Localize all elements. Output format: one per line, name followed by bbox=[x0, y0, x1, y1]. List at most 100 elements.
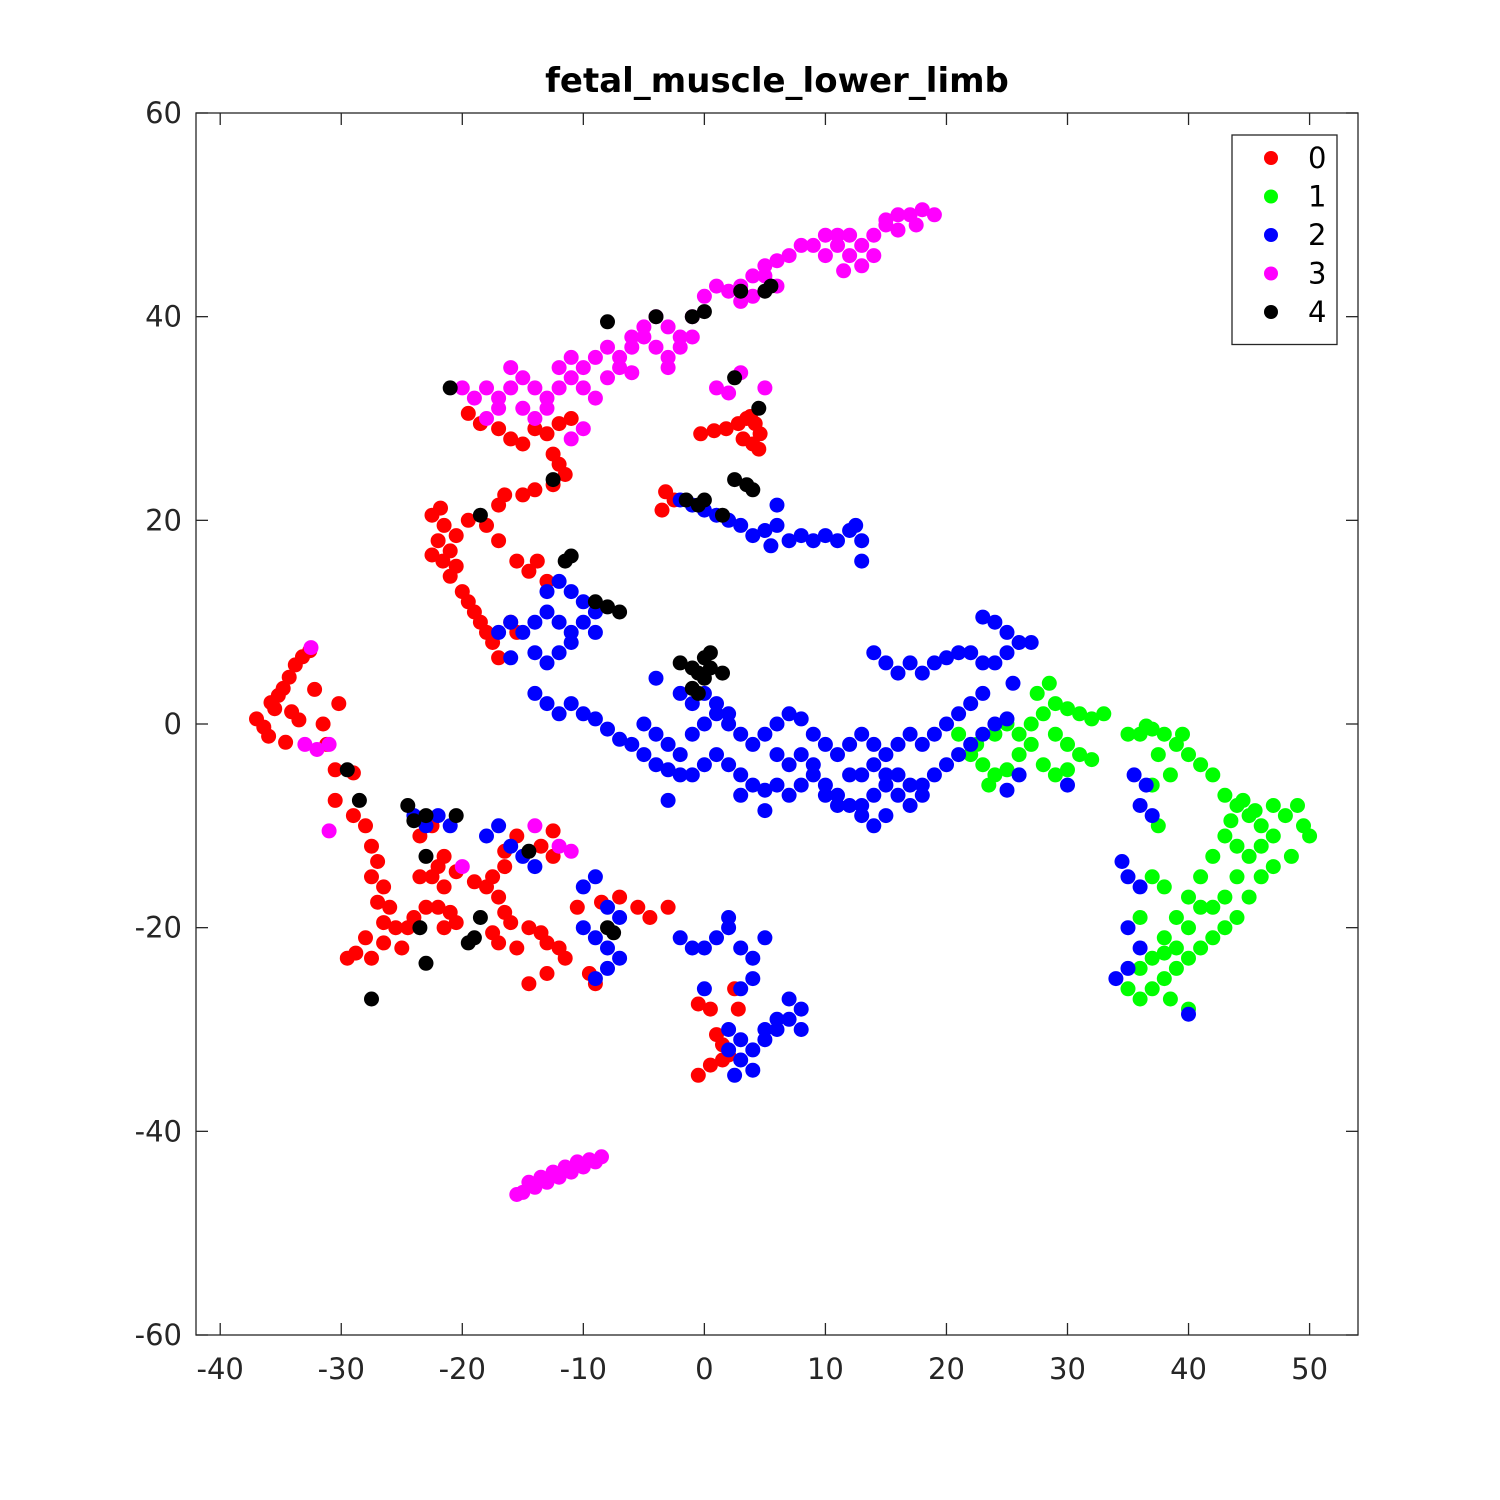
point-series-0-64 bbox=[539, 966, 555, 981]
point-series-2-144 bbox=[830, 533, 845, 549]
point-series-1-38 bbox=[1175, 726, 1190, 742]
point-series-0-127 bbox=[557, 467, 573, 482]
point-series-4-23 bbox=[612, 604, 628, 620]
point-series-0-83 bbox=[702, 1001, 718, 1017]
legend-label-3: 3 bbox=[1308, 257, 1326, 291]
point-series-0-122 bbox=[515, 436, 531, 452]
point-series-1-67 bbox=[1168, 910, 1184, 925]
point-series-2-52 bbox=[926, 767, 942, 783]
point-series-1-59 bbox=[1168, 960, 1184, 976]
point-series-0-107 bbox=[491, 650, 507, 666]
point-series-1-7 bbox=[981, 777, 997, 793]
legend-marker-1 bbox=[1264, 189, 1278, 204]
point-series-0-124 bbox=[539, 426, 555, 442]
point-series-1-61 bbox=[1144, 981, 1160, 997]
point-series-0-139 bbox=[706, 423, 722, 439]
point-series-3-83 bbox=[454, 859, 470, 875]
point-series-2-184 bbox=[745, 1042, 761, 1058]
point-series-3-22 bbox=[527, 411, 543, 426]
point-series-3-65 bbox=[854, 258, 870, 274]
point-series-2-36 bbox=[733, 767, 749, 783]
point-series-0-58 bbox=[509, 940, 525, 956]
point-series-4-2 bbox=[648, 309, 664, 325]
legend-marker-3 bbox=[1264, 266, 1278, 281]
point-series-2-67 bbox=[733, 726, 749, 742]
x-tick-label-3: -10 bbox=[560, 1352, 607, 1386]
point-series-0-31 bbox=[376, 935, 392, 951]
point-series-2-79 bbox=[878, 747, 894, 763]
point-series-2-63 bbox=[684, 726, 700, 742]
point-series-2-58 bbox=[999, 711, 1015, 727]
point-series-2-85 bbox=[951, 706, 967, 722]
point-series-2-149 bbox=[769, 497, 785, 513]
point-series-2-208 bbox=[1181, 1006, 1196, 1022]
point-series-2-162 bbox=[600, 940, 615, 956]
point-series-4-35 bbox=[351, 792, 367, 808]
legend-marker-0 bbox=[1264, 151, 1278, 165]
point-series-4-44 bbox=[412, 920, 428, 936]
point-series-1-0 bbox=[951, 726, 967, 742]
point-series-2-155 bbox=[479, 828, 494, 844]
point-series-0-12 bbox=[263, 695, 279, 711]
point-series-2-21 bbox=[551, 706, 567, 722]
point-series-2-176 bbox=[745, 950, 761, 966]
point-series-1-51 bbox=[1265, 859, 1281, 875]
point-series-1-76 bbox=[1229, 869, 1245, 885]
point-series-0-74 bbox=[569, 899, 585, 915]
point-series-2-182 bbox=[721, 1022, 737, 1037]
x-tick-label-4: 0 bbox=[695, 1352, 713, 1386]
point-series-2-31 bbox=[672, 767, 688, 783]
point-series-0-134 bbox=[551, 416, 567, 432]
point-series-3-23 bbox=[539, 400, 555, 416]
point-series-0-118 bbox=[460, 405, 476, 421]
point-series-4-14 bbox=[696, 492, 712, 508]
point-series-1-57 bbox=[1193, 940, 1209, 956]
point-series-1-80 bbox=[1181, 920, 1196, 936]
point-series-0-13 bbox=[284, 704, 300, 720]
point-series-0-140 bbox=[718, 421, 734, 437]
point-series-2-9 bbox=[539, 584, 555, 600]
point-series-1-49 bbox=[1296, 818, 1311, 834]
point-series-2-60 bbox=[648, 726, 664, 742]
point-series-4-32 bbox=[690, 685, 706, 701]
point-series-2-143 bbox=[817, 528, 833, 544]
point-series-2-24 bbox=[587, 711, 603, 727]
point-series-1-83 bbox=[1132, 910, 1148, 925]
point-series-4-21 bbox=[587, 594, 603, 610]
point-series-2-115 bbox=[890, 665, 906, 681]
point-series-2-114 bbox=[878, 655, 894, 671]
point-series-4-18 bbox=[745, 482, 761, 498]
point-series-2-188 bbox=[793, 1001, 809, 1017]
point-series-3-20 bbox=[503, 360, 519, 376]
x-tick-label-7: 30 bbox=[1049, 1352, 1086, 1386]
point-series-0-11 bbox=[278, 734, 294, 750]
point-series-3-68 bbox=[878, 212, 894, 228]
point-series-1-71 bbox=[1217, 828, 1233, 844]
point-series-4-22 bbox=[600, 599, 615, 615]
point-series-1-74 bbox=[1253, 838, 1269, 854]
point-series-2-156 bbox=[491, 818, 507, 834]
point-series-3-31 bbox=[636, 319, 652, 335]
point-series-2-157 bbox=[503, 838, 519, 854]
point-series-1-9 bbox=[1023, 716, 1039, 732]
point-series-3-50 bbox=[793, 237, 809, 253]
point-series-2-193 bbox=[745, 1062, 761, 1078]
point-series-2-178 bbox=[745, 971, 761, 987]
x-axis: -40 -30 -20 -10 0 10 20 30 40 50 bbox=[197, 113, 1328, 1386]
point-series-4-12 bbox=[678, 492, 694, 508]
point-series-1-2 bbox=[975, 757, 991, 773]
point-series-1-56 bbox=[1205, 930, 1221, 946]
point-series-2-105 bbox=[914, 787, 930, 803]
point-series-2-32 bbox=[684, 767, 700, 783]
point-series-0-80 bbox=[430, 859, 446, 875]
point-series-2-74 bbox=[817, 736, 833, 752]
point-series-4-43 bbox=[460, 935, 476, 951]
point-series-2-128 bbox=[987, 614, 1003, 630]
point-series-2-38 bbox=[757, 782, 773, 798]
point-series-2-40 bbox=[781, 787, 797, 803]
point-series-4-11 bbox=[472, 507, 488, 523]
legend-label-4: 4 bbox=[1308, 295, 1326, 329]
point-series-2-202 bbox=[1132, 879, 1148, 895]
point-series-3-43 bbox=[709, 278, 724, 294]
